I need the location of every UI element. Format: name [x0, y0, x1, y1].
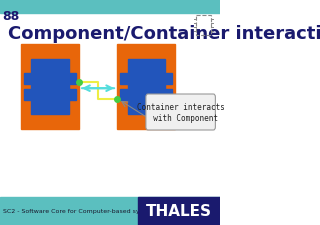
Text: THALES: THALES	[146, 204, 212, 218]
Text: 88: 88	[2, 10, 19, 23]
Text: Component/Container interaction: Component/Container interaction	[8, 25, 320, 43]
Bar	[0, 0, 220, 14]
Bar	[0, 197, 220, 225]
Bar	[21, 45, 79, 129]
Bar	[196, 16, 211, 36]
Bar	[165, 74, 172, 84]
Bar	[165, 90, 172, 101]
Text: SC2 - Software Core for Computer-based systems: SC2 - Software Core for Computer-based s…	[4, 208, 159, 213]
Bar	[24, 90, 31, 101]
Bar	[120, 74, 127, 84]
Bar	[24, 74, 31, 84]
Bar	[120, 90, 127, 101]
Bar	[68, 74, 76, 84]
Bar	[68, 90, 76, 101]
FancyBboxPatch shape	[146, 94, 215, 130]
Bar	[31, 60, 68, 114]
Text: Container interacts
  with Component: Container interacts with Component	[137, 103, 225, 122]
Bar	[117, 45, 175, 129]
Bar	[138, 197, 220, 225]
Bar	[127, 60, 165, 114]
